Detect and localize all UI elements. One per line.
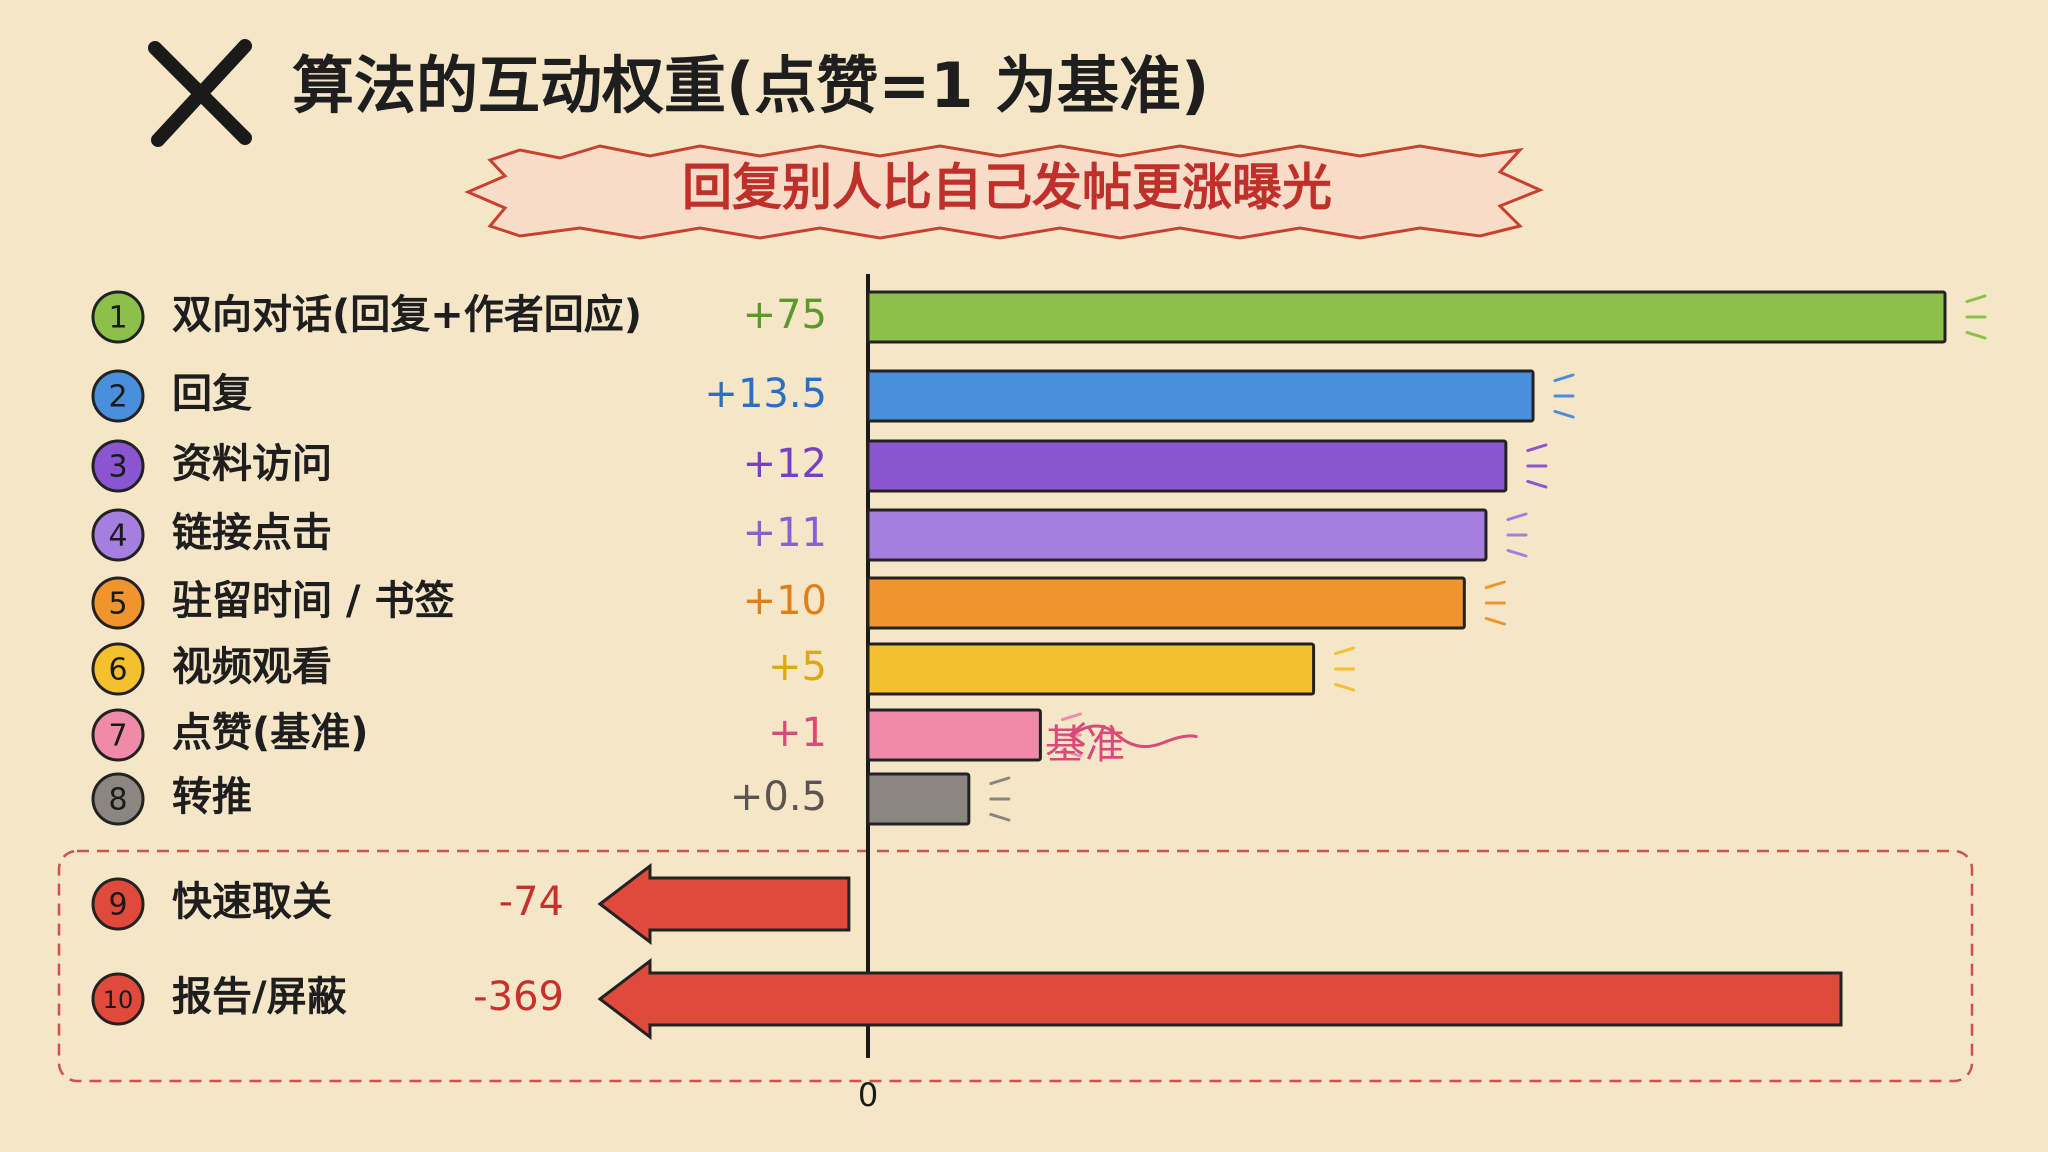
bar-sparkle bbox=[1506, 548, 1528, 558]
bar-sparkle bbox=[1553, 373, 1575, 383]
y-tick-label: 驻留时间 / 书签 bbox=[172, 578, 454, 624]
negative-arrow bbox=[597, 862, 851, 946]
y-tick-label: 资料访问 bbox=[172, 441, 332, 487]
rank-marker bbox=[91, 369, 145, 423]
rank-number: 3 bbox=[108, 450, 127, 485]
negative-box bbox=[57, 849, 1974, 1083]
rank-marker bbox=[91, 772, 145, 826]
rank-marker bbox=[91, 576, 145, 630]
bar bbox=[866, 642, 1316, 696]
bar-sparkle bbox=[989, 812, 1011, 822]
annotation-arrowhead bbox=[1067, 721, 1086, 747]
annotation-arrow bbox=[1071, 724, 1198, 749]
bar-sparkle bbox=[1506, 512, 1528, 522]
bar-sparkle bbox=[1526, 479, 1548, 489]
rank-marker bbox=[91, 508, 145, 562]
value-label: +1 bbox=[768, 710, 827, 756]
bar-sparkle bbox=[989, 776, 1011, 786]
bar-sparkle bbox=[1060, 712, 1082, 722]
bar-sparkle bbox=[1965, 330, 1987, 340]
value-label: +0.5 bbox=[730, 774, 827, 820]
value-label: +12 bbox=[743, 441, 827, 487]
bar-sparkle bbox=[1553, 409, 1575, 419]
rank-number: 2 bbox=[108, 380, 127, 415]
y-tick-label: 报告/屏蔽 bbox=[172, 974, 348, 1020]
bar-sparkle bbox=[1965, 294, 1987, 304]
rank-marker bbox=[91, 972, 145, 1026]
value-label: +75 bbox=[743, 292, 827, 338]
subtitle-banner bbox=[464, 144, 1544, 240]
value-label: -74 bbox=[499, 879, 564, 925]
rank-marker bbox=[91, 439, 145, 493]
chart-subtitle: 回复别人比自己发帖更涨曝光 bbox=[682, 159, 1332, 217]
bar-sparkle bbox=[1334, 682, 1356, 692]
bar bbox=[866, 576, 1466, 630]
bar-sparkle bbox=[1484, 616, 1506, 626]
value-label: -369 bbox=[473, 974, 564, 1020]
bar-sparkle bbox=[1484, 580, 1506, 590]
value-label: +13.5 bbox=[704, 371, 827, 417]
rank-number: 8 bbox=[108, 783, 127, 818]
rank-marker bbox=[91, 877, 145, 931]
value-label: +5 bbox=[768, 644, 827, 690]
bar bbox=[866, 708, 1042, 762]
y-tick-label: 回复 bbox=[172, 371, 252, 417]
rank-number: 6 bbox=[108, 653, 127, 688]
bar bbox=[866, 508, 1488, 562]
value-label: +11 bbox=[743, 510, 827, 556]
y-tick-label: 转推 bbox=[172, 774, 252, 820]
rank-number: 4 bbox=[108, 519, 127, 554]
bar bbox=[866, 369, 1535, 423]
rank-number: 1 bbox=[108, 301, 127, 336]
x-tick-label: 0 bbox=[858, 1076, 878, 1114]
bar-sparkle bbox=[1334, 646, 1356, 656]
bar-sparkle bbox=[1526, 443, 1548, 453]
rank-number: 7 bbox=[108, 719, 127, 754]
bar-sparkle bbox=[1060, 748, 1082, 758]
value-label: +10 bbox=[743, 578, 827, 624]
rank-number: 9 bbox=[108, 888, 127, 923]
rank-marker bbox=[91, 708, 145, 762]
chart-title: 算法的互动权重(点赞=1 为基准) bbox=[292, 49, 1209, 122]
bar bbox=[866, 290, 1947, 344]
y-tick-label: 链接点击 bbox=[172, 510, 332, 556]
y-tick-label: 快速取关 bbox=[172, 879, 332, 925]
annotation: 基准 bbox=[1045, 722, 1125, 768]
rank-number: 10 bbox=[103, 986, 134, 1014]
cross-icon bbox=[148, 39, 252, 147]
rank-number: 5 bbox=[108, 587, 127, 622]
bar bbox=[866, 772, 971, 826]
bar bbox=[866, 439, 1508, 493]
y-tick-label: 双向对话(回复+作者回应) bbox=[172, 292, 642, 338]
rank-marker bbox=[91, 642, 145, 696]
y-tick-label: 点赞(基准) bbox=[172, 710, 369, 756]
negative-arrow bbox=[597, 957, 1843, 1041]
rank-marker bbox=[91, 290, 145, 344]
y-tick-label: 视频观看 bbox=[172, 644, 332, 690]
